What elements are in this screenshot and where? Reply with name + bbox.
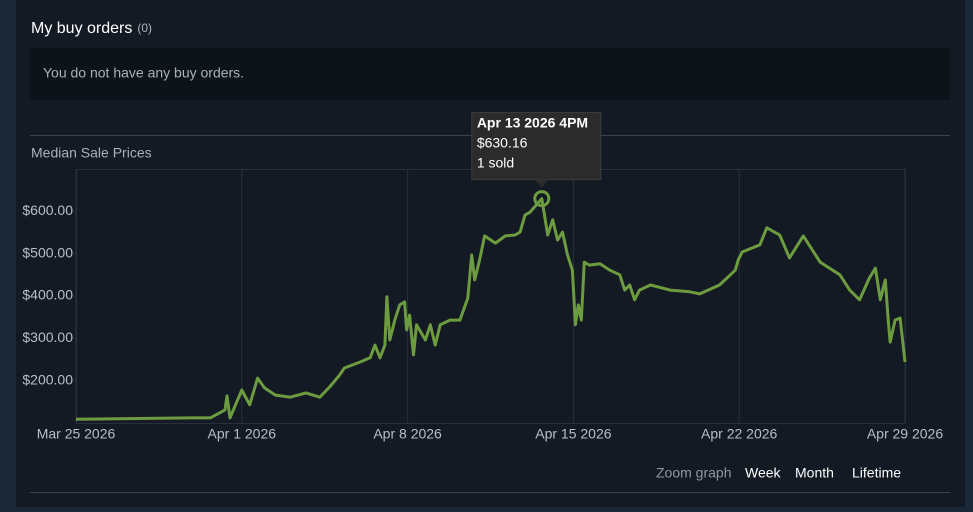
x-tick-label: Apr 29 2026 (867, 426, 943, 442)
y-tick-label: $300.00 (22, 329, 73, 345)
tooltip-box (471, 112, 602, 181)
x-tick-label: Mar 25 2026 (37, 426, 116, 442)
y-tick-label: $500.00 (22, 244, 73, 260)
y-tick-label: $400.00 (22, 287, 73, 303)
hover-point (533, 190, 551, 208)
zoom-option[interactable]: Week (745, 465, 782, 481)
y-tick-label: $200.00 (22, 371, 73, 387)
x-tick-label: Apr 1 2026 (208, 426, 277, 442)
order-count: (0) (137, 21, 152, 35)
tooltip-arrow (534, 179, 549, 188)
x-tick-label: Apr 15 2026 (535, 426, 611, 442)
section-title: My buy orders (0) (31, 20, 152, 37)
zoom-controls: Zoom graph Week Month Lifetime (656, 465, 901, 481)
x-tick-label: Apr 8 2026 (373, 426, 442, 442)
x-tick-label: Apr 22 2026 (701, 426, 777, 442)
chart-title: Median Sale Prices (31, 145, 152, 161)
tooltip-sold: 1 sold (477, 154, 514, 170)
price-line (75, 197, 907, 421)
chart: Mar 25 2026 Apr 1 2026 Apr 8 2026 Apr 15 20… (22, 112, 943, 442)
tooltip-date: Apr 13 2026 4PM (477, 114, 588, 130)
zoom-option[interactable]: Lifetime (852, 465, 901, 481)
buy-orders-box (30, 48, 950, 100)
title-text: My buy orders (31, 20, 132, 37)
y-tick-label: $600.00 (22, 202, 73, 218)
empty-message: You do not have any buy orders. (43, 65, 244, 81)
zoom-label: Zoom graph (656, 465, 731, 481)
tooltip-price: $630.16 (477, 134, 528, 150)
zoom-option[interactable]: Month (795, 465, 834, 481)
